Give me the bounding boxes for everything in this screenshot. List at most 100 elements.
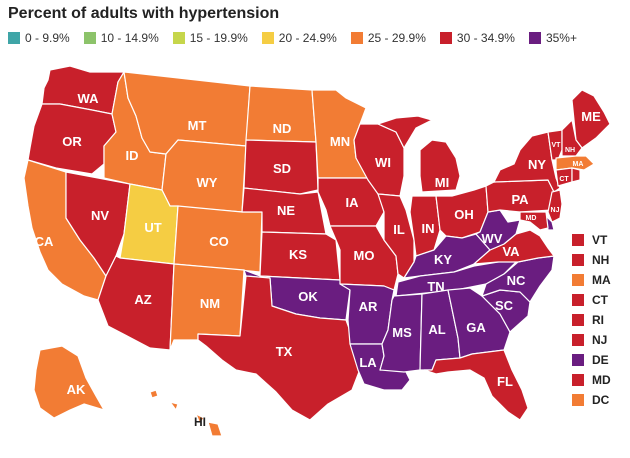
- state-label-fl: FL: [497, 374, 513, 389]
- legend-label: CT: [592, 293, 608, 307]
- state-vt[interactable]: [547, 129, 563, 161]
- legend-label: 10 - 14.9%: [100, 31, 159, 45]
- small-state-ri: RI: [572, 310, 628, 330]
- legend-label: DE: [592, 353, 609, 367]
- state-label-la: LA: [359, 355, 377, 370]
- legend-label: 20 - 24.9%: [278, 31, 337, 45]
- state-label-ms: MS: [392, 325, 412, 340]
- state-wv[interactable]: [475, 209, 521, 251]
- legend-label: 35%+: [545, 31, 577, 45]
- state-label-mt: MT: [188, 118, 207, 133]
- legend-label: VT: [592, 233, 608, 247]
- state-hi[interactable]: [149, 389, 223, 437]
- state-tx[interactable]: [197, 275, 363, 421]
- state-label-vt: VT: [552, 142, 562, 149]
- state-nh[interactable]: [561, 119, 583, 157]
- legend-swatch: [572, 394, 584, 406]
- state-label-tx: TX: [276, 344, 293, 359]
- state-label-ny: NY: [528, 157, 546, 172]
- state-label-ne: NE: [277, 203, 295, 218]
- small-state-de: DE: [572, 350, 628, 370]
- state-label-md: MD: [526, 215, 537, 222]
- state-shapes: [23, 65, 611, 437]
- legend-swatch: [572, 334, 584, 346]
- state-label-sc: SC: [495, 298, 514, 313]
- legend-item-4: 25 - 29.9%: [350, 31, 426, 45]
- small-state-dc: DC: [572, 390, 628, 410]
- state-mi[interactable]: [377, 115, 461, 193]
- legend-swatch: [528, 32, 541, 44]
- state-label-nc: NC: [507, 273, 526, 288]
- state-label-ky: KY: [434, 252, 452, 267]
- state-label-tn: TN: [427, 279, 444, 294]
- state-label-id: ID: [126, 148, 139, 163]
- state-label-ma: MA: [573, 161, 584, 168]
- state-label-nm: NM: [200, 296, 220, 311]
- state-label-wa: WA: [78, 91, 100, 106]
- state-label-pa: PA: [511, 192, 529, 207]
- state-nc[interactable]: [481, 255, 555, 303]
- state-label-or: OR: [62, 134, 82, 149]
- state-ks[interactable]: [259, 231, 341, 281]
- legend-swatch: [572, 254, 584, 266]
- state-label-mi: MI: [435, 175, 449, 190]
- state-label-oh: OH: [454, 207, 474, 222]
- state-label-ok: OK: [298, 289, 318, 304]
- state-me[interactable]: [571, 89, 611, 149]
- state-label-ia: IA: [346, 195, 360, 210]
- state-label-wi: WI: [375, 155, 391, 170]
- state-ak[interactable]: [33, 345, 105, 419]
- state-label-in: IN: [422, 221, 435, 236]
- legend-swatch: [8, 32, 20, 44]
- small-states-legend: VT NH MA CT RI NJ DE MD DC: [572, 230, 628, 410]
- legend-item-2: 15 - 19.9%: [172, 31, 248, 45]
- state-label-ar: AR: [359, 299, 378, 314]
- legend-label: 25 - 29.9%: [367, 31, 426, 45]
- state-label-ut: UT: [144, 220, 161, 235]
- legend-swatch: [83, 32, 96, 44]
- legend-swatch: [572, 314, 584, 326]
- legend-item-5: 30 - 34.9%: [439, 31, 515, 45]
- legend-swatch: [572, 294, 584, 306]
- state-label-il: IL: [393, 222, 405, 237]
- legend-label: MD: [592, 373, 611, 387]
- small-state-ct: CT: [572, 290, 628, 310]
- legend-label: NJ: [592, 333, 608, 347]
- state-label-me: ME: [581, 109, 601, 124]
- state-ga[interactable]: [447, 287, 511, 359]
- small-state-ma: MA: [572, 270, 628, 290]
- state-label-mn: MN: [330, 134, 350, 149]
- state-label-wv: WV: [482, 231, 503, 246]
- state-label-hi: HI: [194, 415, 206, 429]
- legend-item-1: 10 - 14.9%: [83, 31, 159, 45]
- state-nj[interactable]: [547, 189, 563, 223]
- legend-label: 30 - 34.9%: [456, 31, 515, 45]
- state-label-ks: KS: [289, 247, 307, 262]
- state-label-nv: NV: [91, 208, 109, 223]
- small-state-md: MD: [572, 370, 628, 390]
- state-label-al: AL: [428, 322, 445, 337]
- state-label-nj: NJ: [551, 207, 560, 214]
- legend-swatch: [572, 234, 584, 246]
- legend-swatch: [572, 374, 584, 386]
- legend-swatch: [172, 32, 185, 44]
- legend-label: DC: [592, 393, 610, 407]
- legend-swatch: [439, 32, 452, 44]
- state-label-nh: NH: [565, 147, 575, 154]
- state-ri[interactable]: [571, 167, 581, 183]
- small-state-nh: NH: [572, 250, 628, 270]
- state-label-wy: WY: [197, 175, 218, 190]
- state-label-az: AZ: [134, 292, 151, 307]
- state-label-ak: AK: [67, 382, 86, 397]
- state-md[interactable]: [519, 211, 549, 231]
- legend-swatch: [261, 32, 274, 44]
- legend-swatch: [350, 32, 363, 44]
- state-fl[interactable]: [423, 349, 529, 421]
- state-label-va: VA: [502, 244, 520, 259]
- state-sd[interactable]: [243, 139, 319, 195]
- legend-item-0: 0 - 9.9%: [8, 31, 70, 45]
- map-title: Percent of adults with hypertension: [8, 5, 280, 22]
- color-legend: 0 - 9.9% 10 - 14.9% 15 - 19.9% 20 - 24.9…: [8, 30, 591, 46]
- legend-label: NH: [592, 253, 610, 267]
- state-labels: WA OR CA NV ID MT WY UT AZ CO NM ND SD N…: [35, 91, 601, 429]
